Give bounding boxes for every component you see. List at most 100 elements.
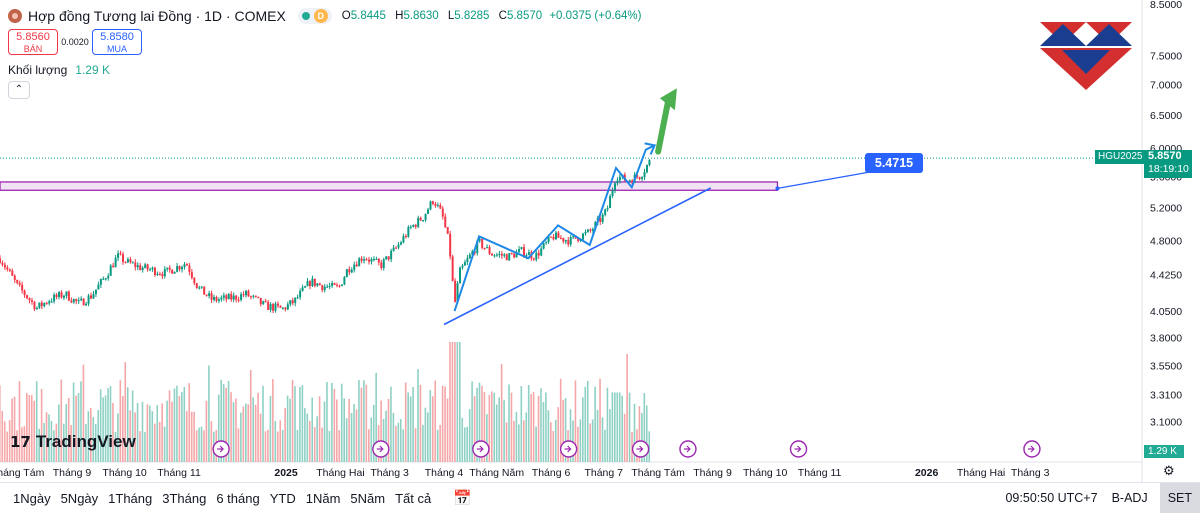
- volume-bar: [163, 426, 166, 462]
- candle-body: [28, 298, 31, 301]
- candle-body: [0, 258, 1, 263]
- candle-body: [97, 284, 100, 290]
- volume-bar: [222, 384, 225, 462]
- tradingview-logo[interactable]: 17 TradingView: [10, 432, 136, 452]
- volume-bar: [274, 421, 277, 462]
- support-trendline: [443, 187, 712, 326]
- instrument-title[interactable]: Hợp đồng Tương lai Đồng · 1D · COMEX: [28, 8, 286, 24]
- volume-bar: [429, 390, 432, 462]
- candle-body: [40, 302, 43, 307]
- range-5y-button[interactable]: 5Năm: [350, 490, 386, 506]
- candle-body: [249, 296, 252, 298]
- range-all-button[interactable]: Tất cả: [395, 490, 432, 506]
- volume-bar: [33, 400, 36, 462]
- candle-body: [380, 262, 383, 269]
- volume-bar: [92, 417, 95, 462]
- market-status-pill[interactable]: D: [297, 8, 332, 24]
- volume-bar: [43, 423, 45, 462]
- volume-bar: [158, 421, 161, 462]
- volume-bar: [520, 385, 523, 462]
- candle-body: [513, 253, 516, 258]
- volume-bar: [328, 430, 331, 462]
- candle-body: [119, 253, 122, 255]
- candle-body: [542, 243, 545, 249]
- range-5d-button[interactable]: 5Ngày: [60, 490, 99, 506]
- volume-bar: [85, 424, 87, 462]
- candle-body: [318, 283, 321, 286]
- candle-body: [493, 255, 496, 257]
- candle-body: [158, 273, 161, 275]
- candle-body: [264, 301, 267, 303]
- chevron-up-icon[interactable]: ⌃: [8, 81, 30, 99]
- candle-body: [345, 269, 348, 278]
- volume-bar: [1, 410, 4, 462]
- candle-body: [348, 269, 351, 273]
- change-value: +0.0375 (+0.64%): [549, 10, 642, 22]
- range-6m-button[interactable]: 6 tháng: [216, 490, 260, 506]
- range-3m-button[interactable]: 3Tháng: [162, 490, 207, 506]
- clock[interactable]: 09:50:50 UTC+7: [1005, 491, 1098, 505]
- range-ytd-button[interactable]: YTD: [269, 490, 296, 506]
- candle-body: [488, 247, 491, 254]
- chart-header: Hợp đồng Tương lai Đồng · 1D · COMEX D O…: [8, 6, 641, 26]
- candle-body: [414, 224, 417, 227]
- sell-label: BÁN: [23, 44, 43, 54]
- volume-bar: [245, 403, 247, 462]
- volume-bar: [491, 391, 493, 462]
- go-to-date-icon[interactable]: 📅: [453, 490, 472, 507]
- volume-bar: [318, 396, 321, 462]
- range-1m-button[interactable]: 1Tháng: [108, 490, 153, 506]
- candle-body: [547, 236, 550, 243]
- candle-body: [557, 232, 560, 238]
- symbol-tag: HGU2025: [1095, 150, 1146, 164]
- countdown-value: 18:19:10: [1148, 163, 1189, 175]
- sell-button[interactable]: 5.8560 BÁN: [8, 29, 58, 55]
- candle-body: [92, 293, 95, 299]
- level-callout[interactable]: 5.4715: [865, 153, 923, 173]
- buy-button[interactable]: 5.8580 MUA: [92, 29, 142, 55]
- volume-bar: [348, 398, 350, 462]
- candle-body: [237, 299, 240, 301]
- volume-bar: [171, 401, 173, 462]
- buy-label: MUA: [107, 44, 127, 54]
- volume-bar: [166, 400, 168, 462]
- y-tick-label: 4.8000: [1150, 236, 1182, 248]
- candle-body: [611, 190, 614, 197]
- candle-body: [537, 252, 540, 256]
- candle-body: [424, 213, 427, 220]
- candle-body: [58, 292, 61, 297]
- candle-body: [99, 279, 102, 285]
- candle-body: [365, 259, 368, 261]
- volume-bar: [97, 410, 99, 462]
- candle-body: [301, 287, 304, 291]
- y-tick-label: 7.5000: [1150, 51, 1182, 63]
- last-price-value: 5.8570: [1148, 150, 1182, 162]
- adjustment-toggle[interactable]: B-ADJ: [1111, 491, 1148, 505]
- candle-body: [550, 236, 553, 238]
- candle-body: [532, 258, 535, 260]
- volume-bar: [269, 395, 272, 462]
- volume-bar: [188, 383, 191, 462]
- volume-legend[interactable]: Khối lượng 1.29 K: [8, 63, 110, 77]
- session-toggle[interactable]: SET: [1159, 483, 1200, 513]
- candle-body: [18, 282, 21, 285]
- volume-bar: [577, 426, 579, 462]
- volume-bar: [390, 386, 392, 462]
- candle-body: [43, 302, 46, 307]
- volume-bar: [247, 404, 250, 462]
- candle-body: [136, 265, 139, 268]
- x-tick-label: Tháng Tám: [631, 467, 685, 479]
- range-1d-button[interactable]: 1Ngày: [13, 490, 51, 506]
- gear-icon[interactable]: ⚙: [1163, 463, 1175, 478]
- volume-bar: [28, 395, 31, 462]
- candle-body: [222, 295, 225, 298]
- candle-body: [308, 281, 311, 287]
- candle-body: [247, 290, 250, 297]
- volume-bar: [249, 369, 252, 462]
- candle-body: [515, 251, 518, 258]
- range-1y-button[interactable]: 1Năm: [305, 490, 341, 506]
- candle-body: [638, 177, 641, 179]
- volume-bar: [355, 409, 358, 462]
- candle-body: [3, 264, 6, 268]
